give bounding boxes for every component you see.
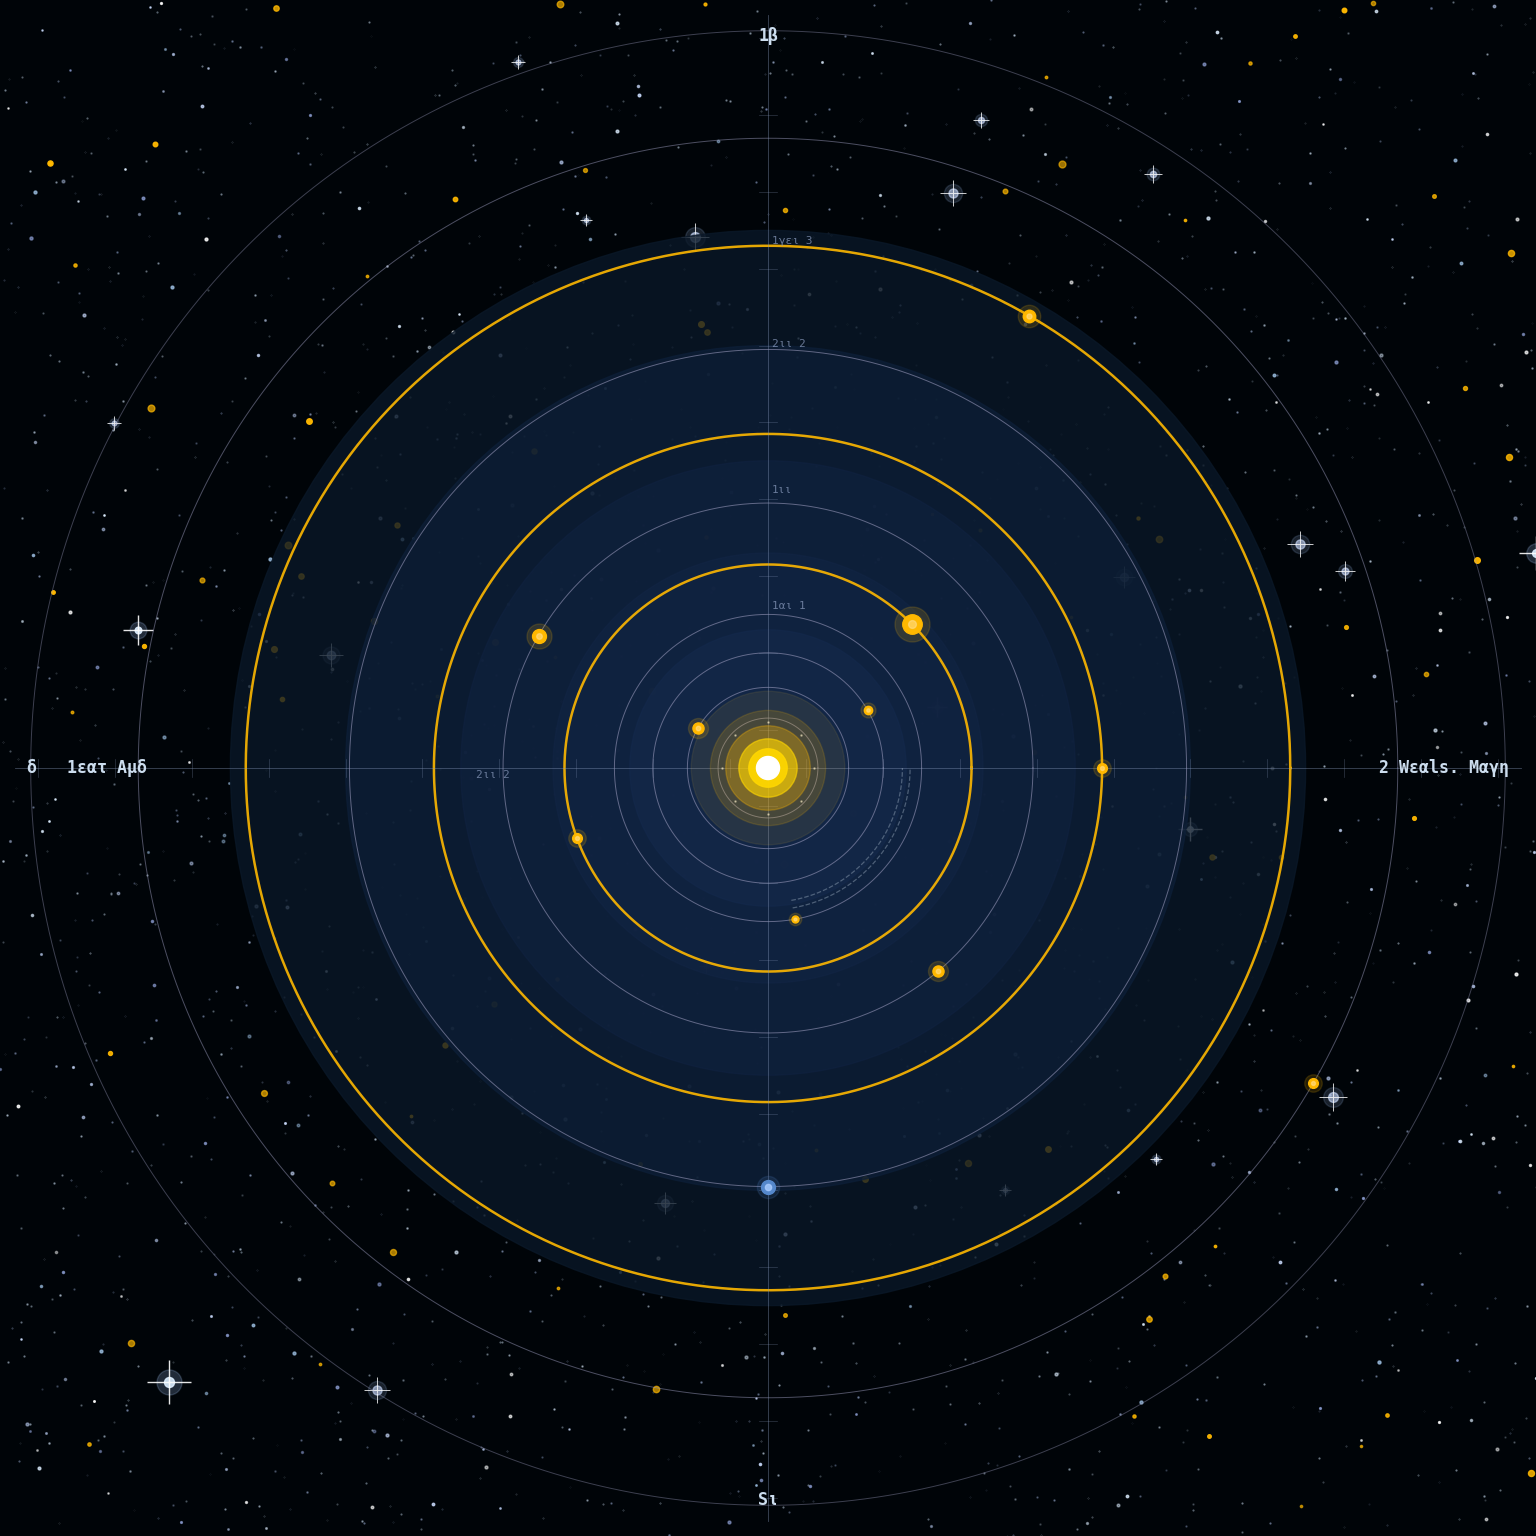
Text: 2ιι 2: 2ιι 2	[476, 770, 510, 780]
Text: 1β: 1β	[757, 26, 779, 45]
Circle shape	[691, 691, 845, 845]
Text: δ   1εατ Αμδ: δ 1εατ Αμδ	[26, 759, 146, 777]
Text: 2 Wεαls. Mαγη: 2 Wεαls. Mαγη	[1379, 759, 1510, 777]
Ellipse shape	[230, 230, 1306, 1306]
Circle shape	[756, 757, 779, 780]
Circle shape	[725, 727, 811, 811]
Text: Sι: Sι	[757, 1491, 779, 1510]
Text: 1γει 3: 1γει 3	[771, 235, 813, 246]
Text: 1αι 1: 1αι 1	[771, 601, 805, 610]
Text: 1ιι: 1ιι	[771, 485, 793, 496]
Circle shape	[739, 739, 797, 797]
Ellipse shape	[461, 461, 1075, 1075]
Ellipse shape	[630, 630, 906, 906]
Circle shape	[748, 750, 786, 788]
Ellipse shape	[553, 553, 983, 983]
Ellipse shape	[691, 691, 845, 845]
Text: 2ιι 2: 2ιι 2	[771, 339, 805, 350]
Circle shape	[710, 710, 826, 826]
Ellipse shape	[346, 346, 1190, 1190]
